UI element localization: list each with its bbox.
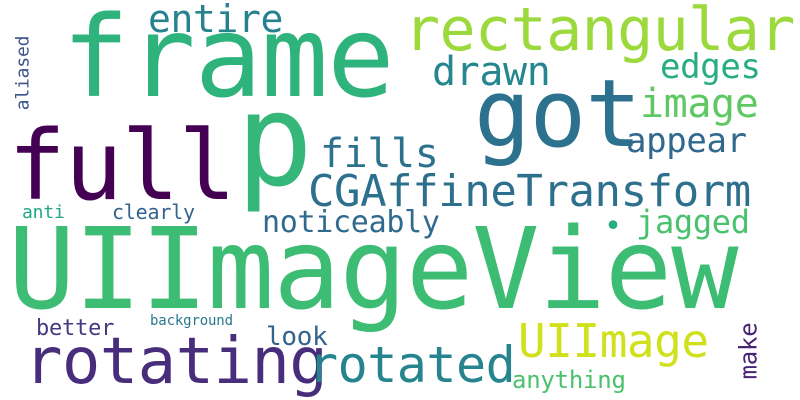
word-got: got (474, 60, 642, 169)
word-fills: fills (320, 131, 439, 177)
word-background: background (150, 313, 233, 329)
word-frame: frame (62, 0, 395, 123)
word-rotating: rotating (24, 325, 328, 399)
word-full: full (8, 110, 236, 222)
word-p: p (236, 67, 313, 216)
word-image: image (640, 81, 759, 127)
word-anything: anything (512, 366, 626, 394)
word-dot: • (604, 209, 622, 244)
word-make: make (734, 322, 763, 380)
word-better: better (36, 316, 115, 341)
word-uiimageview: UIImageView (8, 205, 739, 335)
word-appear: appear (626, 121, 747, 161)
word-uiimage: UIImage (518, 314, 709, 368)
word-aliased: aliased (12, 35, 34, 111)
word-jagged: jagged (636, 203, 750, 241)
word-anti: anti (22, 202, 65, 223)
word-entire: entire (148, 0, 283, 41)
word-cgaffinetransform: CGAffineTransform (308, 166, 751, 217)
word-rectangular: rectangular (404, 0, 795, 65)
word-look: look (266, 322, 328, 352)
word-rotated: rotated (308, 336, 516, 394)
word-clearly: clearly (112, 200, 195, 224)
word-noticeably: noticeably (262, 205, 440, 240)
word-edges: edges (660, 47, 761, 87)
word-drawn: drawn (432, 49, 551, 95)
